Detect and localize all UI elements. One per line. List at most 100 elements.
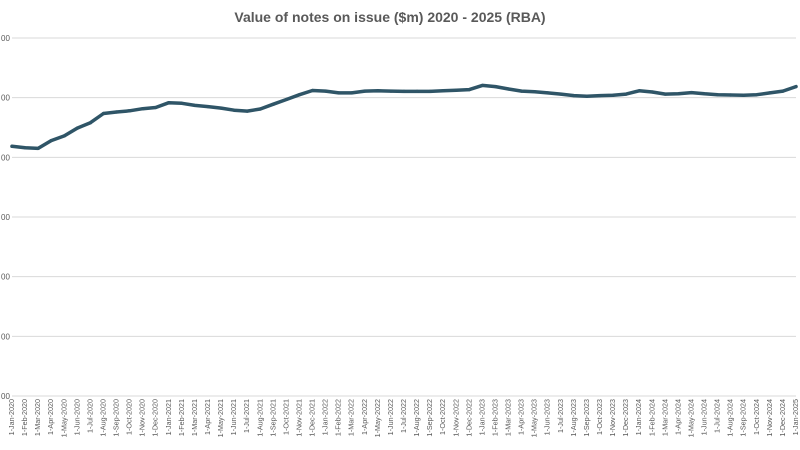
data-point: [742, 93, 746, 97]
x-tick-label: 1-Apr-2024: [673, 399, 682, 435]
data-point: [559, 92, 563, 96]
y-tick-label: 00: [1, 153, 10, 162]
data-point: [493, 85, 498, 89]
x-tick-label: 1-Oct-2024: [752, 399, 761, 435]
data-point: [441, 89, 445, 93]
x-tick-label: 1-Jun-2023: [543, 399, 552, 435]
data-point: [389, 89, 393, 93]
data-point: [376, 89, 380, 93]
x-tick-label: 1-Jan-2023: [477, 399, 486, 435]
data-point: [128, 109, 132, 113]
x-tick-label: 1-Jun-2022: [386, 399, 395, 435]
data-point: [689, 90, 694, 95]
data-point: [428, 89, 432, 94]
x-tick-label: 1-Feb-2020: [20, 399, 29, 436]
data-point: [75, 126, 79, 130]
x-tick-label: 1-Aug-2021: [255, 399, 264, 437]
data-point: [533, 90, 537, 94]
x-tick-label: 1-May-2023: [530, 399, 539, 437]
x-tick-label: 1-Jul-2024: [713, 399, 722, 433]
x-tick-label: 1-Apr-2023: [517, 399, 526, 435]
x-tick-label: 1-Dec-2020: [151, 399, 160, 437]
x-tick-label: 1-Apr-2021: [203, 399, 212, 435]
data-point: [23, 146, 27, 150]
data-point: [546, 91, 550, 95]
x-tick-label: 1-Feb-2023: [490, 399, 499, 436]
data-point: [768, 91, 772, 95]
x-tick-label: 1-Oct-2023: [595, 399, 604, 435]
x-tick-label: 1-Sep-2022: [425, 399, 434, 437]
data-point: [363, 89, 367, 93]
x-tick-label: 1-Oct-2021: [281, 399, 290, 435]
x-tick-label: 1-Aug-2024: [726, 399, 735, 437]
data-point: [324, 89, 328, 93]
data-point: [271, 102, 275, 106]
x-tick-label: 1-Feb-2022: [334, 399, 343, 436]
x-tick-label: 1-Dec-2024: [778, 399, 787, 437]
y-tick-label: 00: [1, 332, 10, 341]
data-point: [141, 107, 145, 111]
data-point: [454, 88, 458, 92]
x-tick-label: 1-May-2022: [373, 399, 382, 437]
data-point: [663, 92, 667, 96]
data-point: [781, 89, 785, 93]
data-point: [258, 107, 262, 111]
data-point: [36, 146, 40, 150]
x-tick-label: 1-Jan-2020: [7, 399, 16, 435]
data-point: [337, 91, 341, 95]
x-tick-label: 1-Aug-2022: [412, 399, 421, 437]
data-point: [114, 110, 119, 114]
data-point: [310, 88, 315, 93]
x-tick-label: 1-Jul-2021: [242, 399, 251, 433]
x-tick-label: 1-Apr-2020: [46, 399, 55, 435]
data-point: [676, 92, 681, 96]
x-tick-label: 1-Jul-2023: [556, 399, 565, 433]
data-point: [88, 121, 92, 125]
x-tick-label: 1-Nov-2024: [765, 399, 774, 437]
data-point: [506, 87, 511, 91]
x-tick-label: 1-Nov-2021: [294, 399, 303, 437]
data-point: [206, 105, 210, 109]
data-point: [297, 93, 302, 97]
data-point: [101, 111, 106, 116]
x-tick-label: 1-Jul-2022: [399, 399, 408, 433]
x-tick-label: 1-Apr-2022: [360, 399, 369, 435]
x-tick-label: 1-Mar-2020: [33, 399, 42, 436]
data-point: [467, 88, 471, 92]
y-tick-label: 00: [1, 213, 10, 222]
x-tick-label: 1-Sep-2024: [739, 399, 748, 437]
x-tick-label: 1-Nov-2023: [608, 399, 617, 437]
x-tick-label: 1-Mar-2023: [504, 399, 513, 436]
data-point: [702, 92, 707, 96]
x-tick-label: 1-May-2024: [686, 399, 695, 437]
data-point: [572, 93, 576, 98]
x-tick-label: 1-Jan-2025: [791, 399, 800, 435]
data-point: [585, 94, 589, 98]
data-point: [350, 91, 354, 95]
x-tick-label: 1-Nov-2022: [451, 399, 460, 437]
data-point: [415, 89, 419, 94]
data-point: [167, 101, 171, 105]
data-point: [480, 83, 484, 88]
data-point: [520, 89, 524, 93]
data-point: [245, 109, 249, 113]
x-tick-label: 1-Jan-2024: [634, 399, 643, 435]
x-tick-label: 1-Sep-2021: [268, 399, 277, 437]
data-point: [193, 103, 197, 108]
x-tick-label: 1-Oct-2020: [125, 399, 134, 435]
x-tick-label: 1-Dec-2021: [308, 399, 317, 437]
y-tick-label: 00: [1, 34, 10, 43]
x-tick-label: 1-Aug-2020: [98, 399, 107, 437]
x-tick-label: 1-Jun-2021: [229, 399, 238, 435]
data-point: [598, 93, 602, 98]
x-tick-label: 1-Jun-2024: [700, 399, 709, 435]
data-point: [716, 93, 720, 97]
x-tick-label: 1-Sep-2023: [582, 399, 591, 437]
data-point: [650, 90, 654, 94]
x-tick-label: 1-May-2021: [216, 399, 225, 437]
x-tick-label: 1-Nov-2020: [138, 399, 147, 437]
data-point: [729, 93, 733, 97]
x-tick-label: 1-Feb-2021: [177, 399, 186, 436]
data-point: [611, 93, 615, 97]
